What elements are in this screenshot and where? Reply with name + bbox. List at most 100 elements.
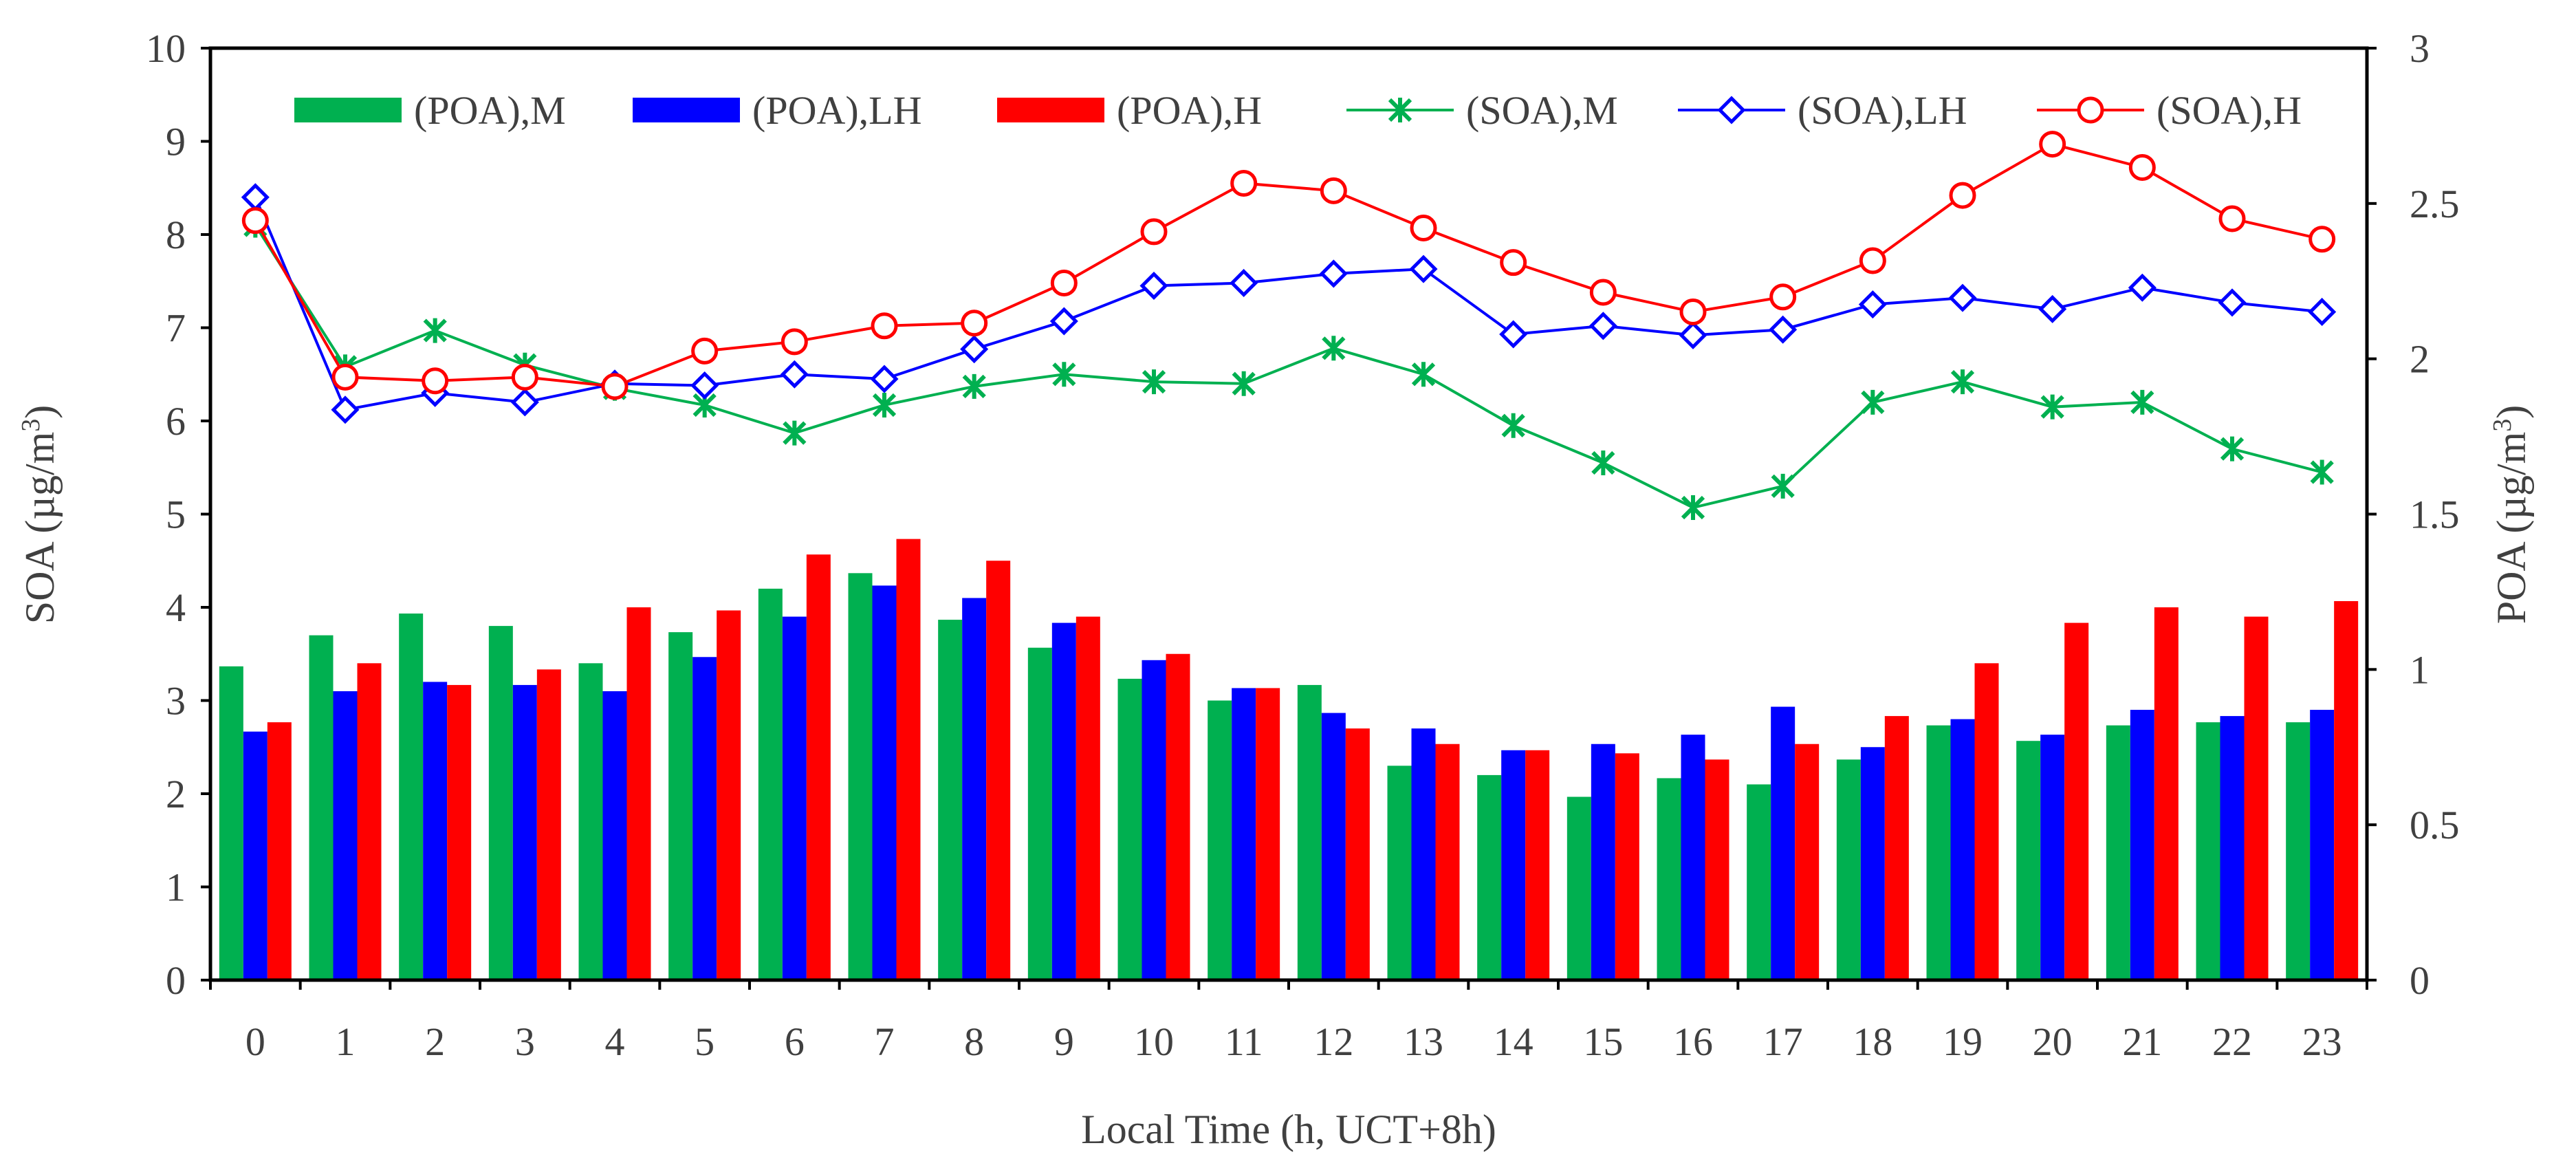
point-soam-12 xyxy=(1322,336,1346,361)
point-soalh-23 xyxy=(2308,297,2337,327)
point-soalh-17 xyxy=(1769,315,1798,344)
x-tick-label: 10 xyxy=(1134,1019,1174,1064)
x-tick-label: 0 xyxy=(245,1019,265,1064)
bar-poalh-13 xyxy=(1411,728,1436,980)
y-right-tick-label: 2.5 xyxy=(2410,182,2460,226)
bar-poalh-4 xyxy=(602,691,627,980)
point-soah-4 xyxy=(601,373,629,400)
bar-poam-17 xyxy=(1747,784,1771,980)
x-axis-title: Local Time (h, UCT+8h) xyxy=(1081,1107,1496,1152)
bar-poah-8 xyxy=(986,561,1011,980)
x-tick-label: 3 xyxy=(515,1019,535,1064)
point-soah-1 xyxy=(331,363,359,391)
point-soam-23 xyxy=(2310,459,2334,485)
point-soam-17 xyxy=(1771,473,1795,499)
bar-poah-20 xyxy=(2064,622,2089,980)
bar-poah-16 xyxy=(1705,759,1729,980)
x-tick-label: 13 xyxy=(1404,1019,1443,1064)
y-axis-left-title-end: ) xyxy=(17,405,63,419)
point-soah-19 xyxy=(1949,182,1976,209)
point-soam-11 xyxy=(1232,371,1256,396)
x-tick-label: 18 xyxy=(1853,1019,1892,1064)
y-right-tick-label: 3 xyxy=(2410,26,2430,71)
y-axis-left-title-sup: 3 xyxy=(17,419,45,432)
point-soalh-5 xyxy=(690,371,719,400)
bar-poah-10 xyxy=(1166,653,1190,980)
y-left-tick-label: 3 xyxy=(166,679,186,724)
y-left-tick-label: 6 xyxy=(166,399,186,444)
legend-label-poalh: (POA),LH xyxy=(752,88,921,133)
bar-poam-9 xyxy=(1027,647,1052,980)
point-soam-20 xyxy=(2040,394,2064,420)
point-soam-16 xyxy=(1681,495,1705,521)
bar-poalh-20 xyxy=(2040,735,2065,980)
bar-poah-3 xyxy=(536,669,561,980)
point-soam-6 xyxy=(783,420,807,446)
bar-poalh-5 xyxy=(692,657,717,980)
y-left-tick-label: 5 xyxy=(166,492,186,537)
point-soalh-15 xyxy=(1589,312,1617,340)
bar-poalh-17 xyxy=(1771,706,1795,980)
x-tick-label: 14 xyxy=(1494,1019,1533,1064)
point-soam-7 xyxy=(872,392,897,417)
lines-layer xyxy=(241,131,2337,521)
line-soah xyxy=(254,142,2323,388)
bar-poalh-3 xyxy=(512,684,537,980)
point-soam-2 xyxy=(423,318,447,343)
bar-poah-15 xyxy=(1615,753,1639,980)
x-tick-label: 5 xyxy=(695,1019,714,1064)
legend-label-soalh: (SOA),LH xyxy=(1798,88,1967,133)
point-soam-10 xyxy=(1142,369,1166,395)
point-soah-6 xyxy=(781,328,808,356)
bar-poalh-8 xyxy=(962,598,987,980)
y-left-tick-label: 8 xyxy=(166,213,186,257)
bar-poalh-19 xyxy=(1950,719,1975,980)
x-tick-label: 6 xyxy=(785,1019,805,1064)
bar-poalh-11 xyxy=(1232,688,1256,980)
point-soam-13 xyxy=(1411,362,1436,387)
y-left-tick-label: 1 xyxy=(166,865,186,910)
bar-poam-6 xyxy=(758,588,783,980)
legend: (POA),M (POA),LH (POA),H (SOA),M (SOA),LH (SO… xyxy=(294,88,2302,133)
legend-swatch-poah xyxy=(997,98,1104,122)
bar-poah-2 xyxy=(447,684,472,980)
bar-poam-5 xyxy=(668,632,693,980)
bar-poalh-1 xyxy=(333,691,358,980)
point-soah-0 xyxy=(241,207,269,235)
bar-poalh-14 xyxy=(1501,750,1526,980)
x-tick-label: 8 xyxy=(964,1019,984,1064)
point-soalh-14 xyxy=(1499,320,1528,349)
point-soalh-7 xyxy=(870,365,899,393)
point-soah-8 xyxy=(961,310,988,337)
bar-poah-23 xyxy=(2334,600,2359,980)
bar-poam-22 xyxy=(2196,722,2220,980)
point-soam-15 xyxy=(1591,450,1615,475)
point-soalh-22 xyxy=(2218,288,2247,317)
bar-poah-0 xyxy=(267,722,292,980)
point-soalh-21 xyxy=(2128,273,2157,302)
bar-poam-15 xyxy=(1567,796,1591,980)
x-tick-label: 9 xyxy=(1054,1019,1074,1064)
point-soam-8 xyxy=(962,373,986,399)
bar-poah-17 xyxy=(1795,744,1820,980)
x-tick-label: 23 xyxy=(2302,1019,2342,1064)
bar-poam-14 xyxy=(1477,774,1502,980)
bar-poalh-22 xyxy=(2220,716,2245,980)
point-soah-18 xyxy=(1859,247,1886,274)
bar-poalh-9 xyxy=(1051,622,1076,980)
point-soah-7 xyxy=(871,312,898,340)
point-soah-10 xyxy=(1140,218,1168,246)
point-soalh-11 xyxy=(1230,268,1258,297)
point-soah-5 xyxy=(691,337,719,365)
point-soah-12 xyxy=(1320,177,1347,204)
legend-label-poah: (POA),H xyxy=(1117,88,1262,133)
bar-poalh-10 xyxy=(1142,660,1166,980)
bar-poam-12 xyxy=(1297,684,1322,980)
bar-poah-5 xyxy=(717,610,741,980)
y-left-tick-label: 2 xyxy=(166,772,186,816)
point-soah-9 xyxy=(1050,269,1078,296)
point-soah-11 xyxy=(1230,169,1258,197)
point-soalh-20 xyxy=(2038,294,2067,323)
